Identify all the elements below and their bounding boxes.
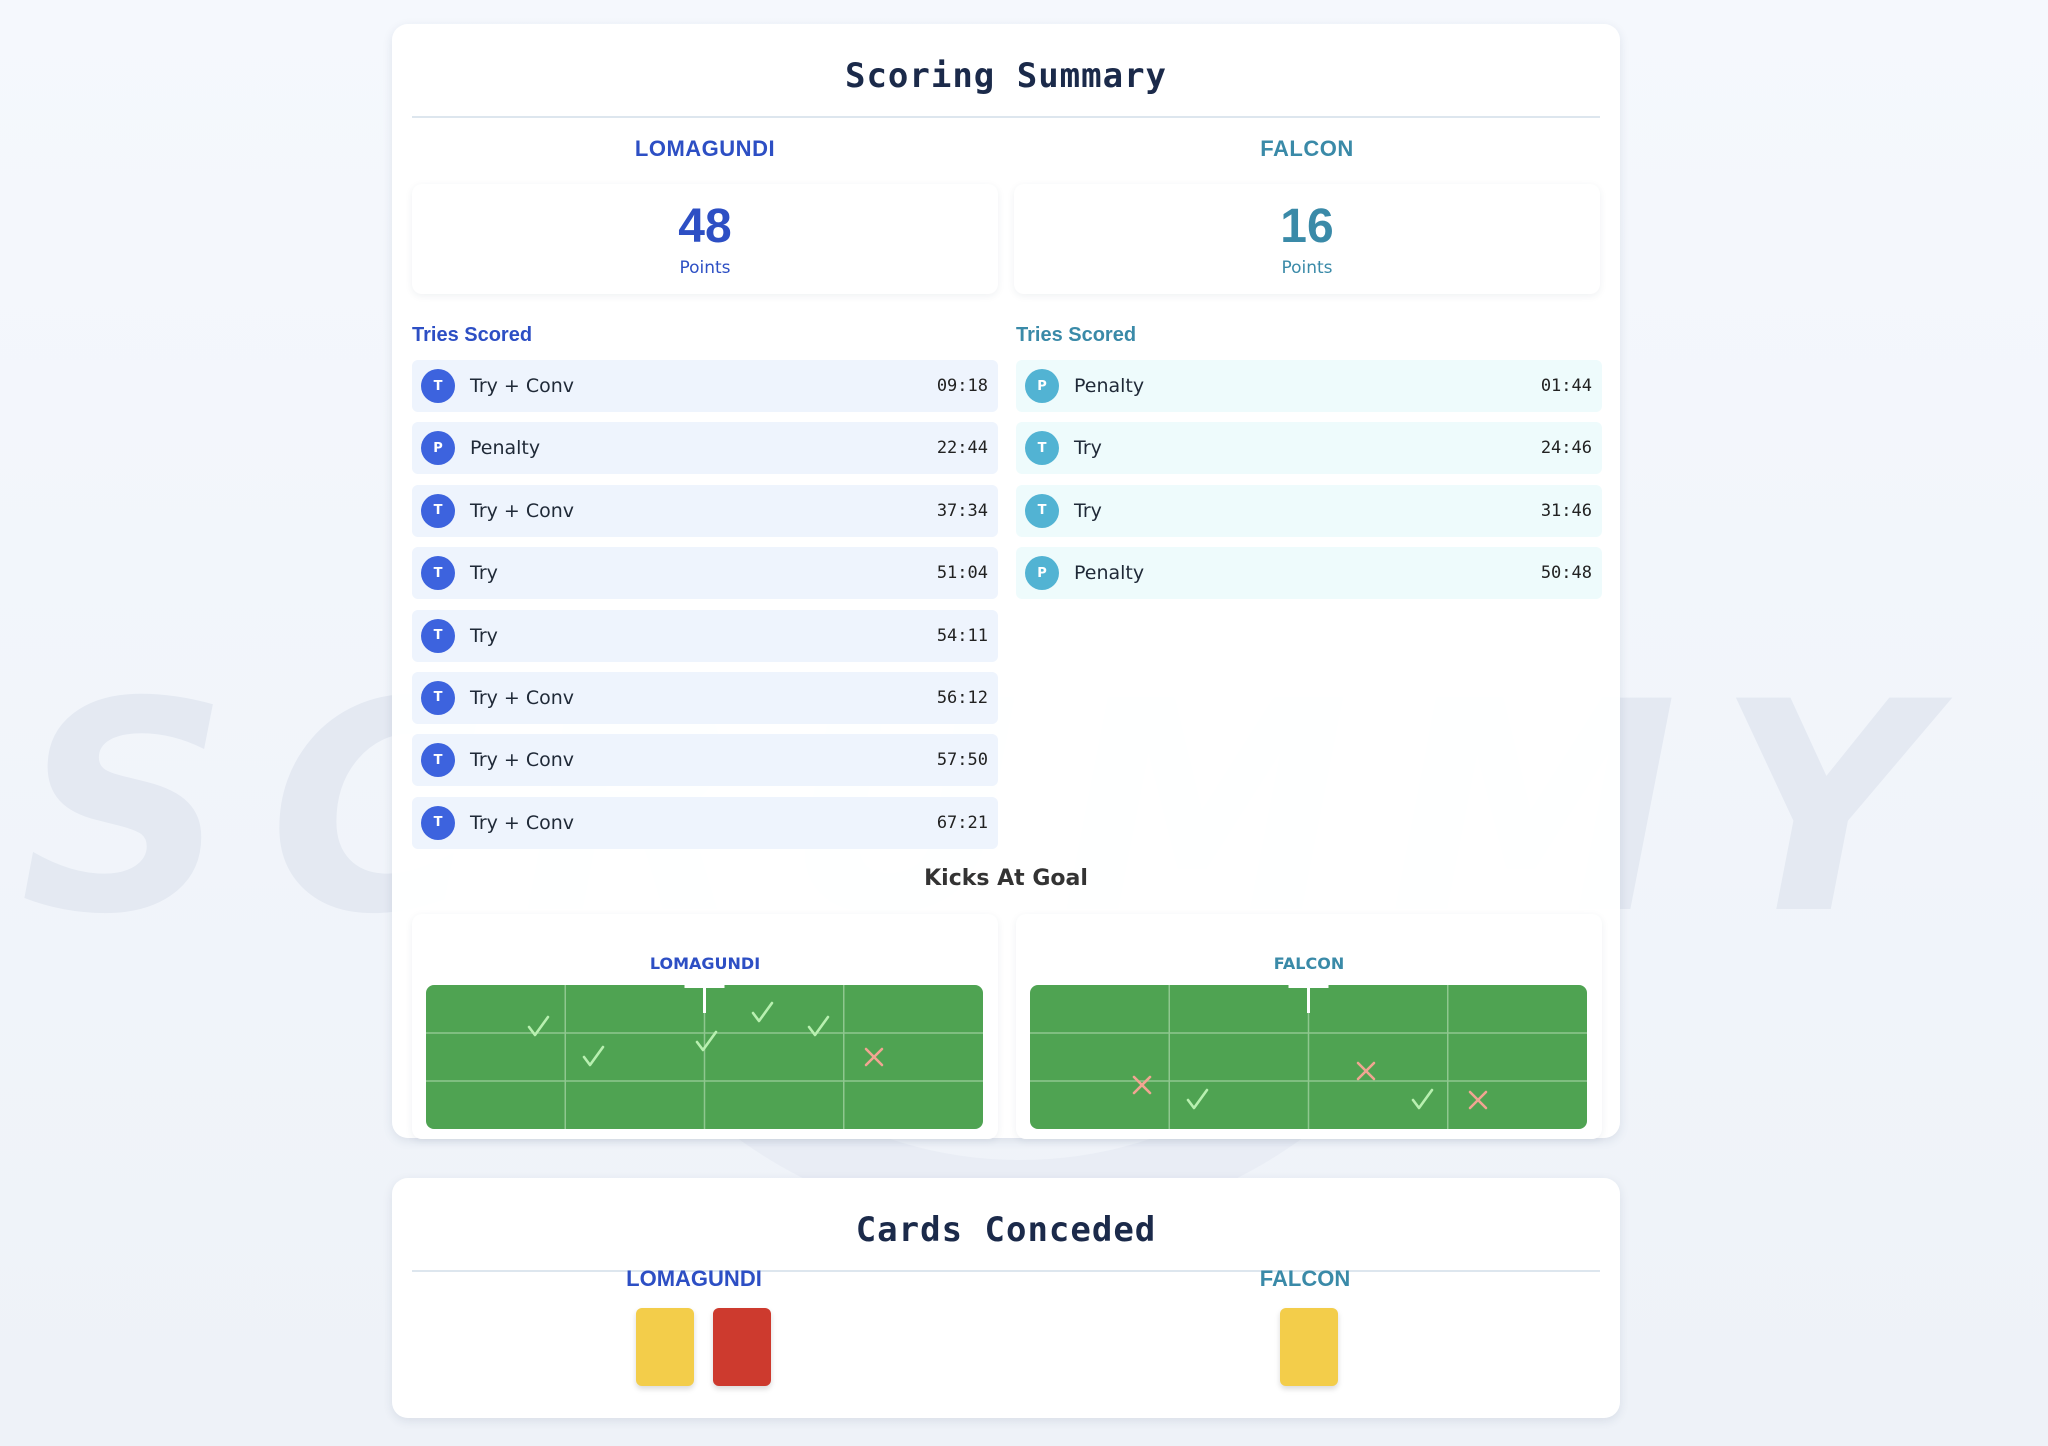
kicks-at-goal-title: Kicks At Goal (924, 866, 1088, 891)
kick-made-icon (807, 1015, 830, 1037)
goal-post (703, 985, 706, 1013)
score-event-row: P Penalty 01:44 (1016, 360, 1602, 412)
score-event-time: 51:04 (936, 563, 988, 584)
kick-made-icon (1411, 1088, 1434, 1110)
kick-pitch (1030, 985, 1587, 1129)
scoring-summary-panel: Scoring Summary LOMAGUNDI 48 Points FALC… (392, 24, 1620, 1139)
cards-falcon (1280, 1308, 1338, 1386)
team-score-lomagundi: LOMAGUNDI 48 Points (412, 124, 998, 294)
kick-pitch (426, 985, 983, 1129)
try-badge: T (421, 369, 455, 403)
kick-made-icon (1186, 1088, 1209, 1110)
score-event-label: Try + Conv (470, 686, 575, 709)
try-badge: T (421, 805, 455, 840)
score-event-label: Try + Conv (470, 499, 575, 522)
try-badge: T (1025, 431, 1059, 466)
score-event-time: 50:48 (1540, 563, 1592, 584)
yellow-card (1280, 1308, 1338, 1386)
try-badge: T (421, 743, 455, 778)
try-badge: T (421, 680, 455, 715)
kick-made-icon (751, 1001, 774, 1023)
score-events-falcon: P Penalty 01:44 T Try 24:46 T Try 31:46 P Penalty 5… (1016, 360, 1602, 610)
kick-made-icon (527, 1015, 550, 1037)
red-card (713, 1308, 771, 1386)
try-badge: T (421, 618, 455, 653)
score-event-label: Try (470, 624, 498, 647)
kick-made-icon (695, 1030, 718, 1052)
score-event-time: 22:44 (936, 438, 988, 459)
panel-title: Scoring Summary (412, 46, 1600, 118)
score-event-label: Penalty (1074, 375, 1145, 397)
cards-lomagundi (636, 1308, 771, 1386)
score-label: Points (1281, 258, 1333, 278)
kick-chart-team-name: FALCON (1273, 954, 1345, 973)
score-event-row: T Try + Conv 57:50 (412, 734, 998, 787)
kick-chart-lomagundi: LOMAGUNDI (412, 914, 998, 1139)
score-value: 48 (678, 200, 732, 253)
penalty-badge: P (421, 431, 455, 466)
score-event-row: T Try + Conv 09:18 (412, 360, 998, 412)
score-event-label: Penalty (470, 437, 541, 460)
score-event-row: T Try + Conv 56:12 (412, 671, 998, 724)
score-event-row: T Try 54:11 (412, 609, 998, 662)
score-event-time: 67:21 (936, 812, 988, 833)
score-box: 16 Points (1014, 184, 1600, 294)
score-event-row: P Penalty 50:48 (1016, 547, 1602, 600)
score-event-label: Try + Conv (470, 811, 575, 834)
penalty-badge: P (1025, 369, 1059, 403)
kick-missed-icon (1132, 1075, 1152, 1095)
score-event-label: Try (1074, 437, 1102, 460)
score-event-time: 31:46 (1540, 500, 1592, 521)
score-event-time: 37:34 (936, 500, 988, 521)
score-event-time: 54:11 (936, 625, 988, 646)
score-event-label: Try (470, 562, 498, 585)
tries-scored-label: Tries Scored (412, 324, 533, 346)
goal-post (1307, 985, 1310, 1013)
cards-conceded-panel: Cards Conceded LOMAGUNDI FALCON (392, 1178, 1620, 1418)
score-event-time: 56:12 (936, 687, 988, 708)
score-event-row: P Penalty 22:44 (412, 422, 998, 475)
score-event-time: 24:46 (1540, 438, 1592, 459)
team-name: FALCON (1260, 136, 1354, 161)
score-event-label: Try (1074, 499, 1102, 522)
yellow-card (636, 1308, 694, 1386)
kick-made-icon (582, 1045, 605, 1067)
score-event-time: 09:18 (936, 376, 988, 396)
kick-missed-icon (1468, 1090, 1488, 1110)
kick-chart-falcon: FALCON (1016, 914, 1602, 1139)
kick-missed-icon (864, 1047, 884, 1067)
score-event-row: T Try + Conv 37:34 (412, 484, 998, 537)
cards-team-name: FALCON (1259, 1266, 1351, 1291)
team-name: LOMAGUNDI (634, 136, 776, 161)
score-event-label: Try + Conv (470, 375, 575, 397)
score-event-row: T Try 31:46 (1016, 484, 1602, 537)
panel-title: Cards Conceded (412, 1200, 1600, 1272)
score-event-label: Try + Conv (470, 749, 575, 772)
score-box: 48 Points (412, 184, 998, 294)
kick-chart-team-name: LOMAGUNDI (649, 954, 761, 973)
score-event-time: 57:50 (936, 750, 988, 771)
score-event-label: Penalty (1074, 562, 1145, 585)
score-event-row: T Try 24:46 (1016, 422, 1602, 475)
try-badge: T (421, 556, 455, 591)
try-badge: T (421, 493, 455, 528)
score-events-lomagundi: T Try + Conv 09:18 P Penalty 22:44 T Try + Conv… (412, 360, 998, 859)
penalty-badge: P (1025, 556, 1059, 591)
team-score-falcon: FALCON 16 Points (1014, 124, 1600, 294)
tries-scored-label: Tries Scored (1016, 324, 1137, 346)
score-label: Points (679, 258, 731, 278)
try-badge: T (1025, 493, 1059, 528)
score-value: 16 (1280, 200, 1334, 253)
score-event-time: 01:44 (1540, 376, 1592, 396)
kick-missed-icon (1356, 1061, 1376, 1081)
score-event-row: T Try + Conv 67:21 (412, 796, 998, 849)
score-event-row: T Try 51:04 (412, 547, 998, 600)
cards-team-name: LOMAGUNDI (626, 1266, 762, 1291)
